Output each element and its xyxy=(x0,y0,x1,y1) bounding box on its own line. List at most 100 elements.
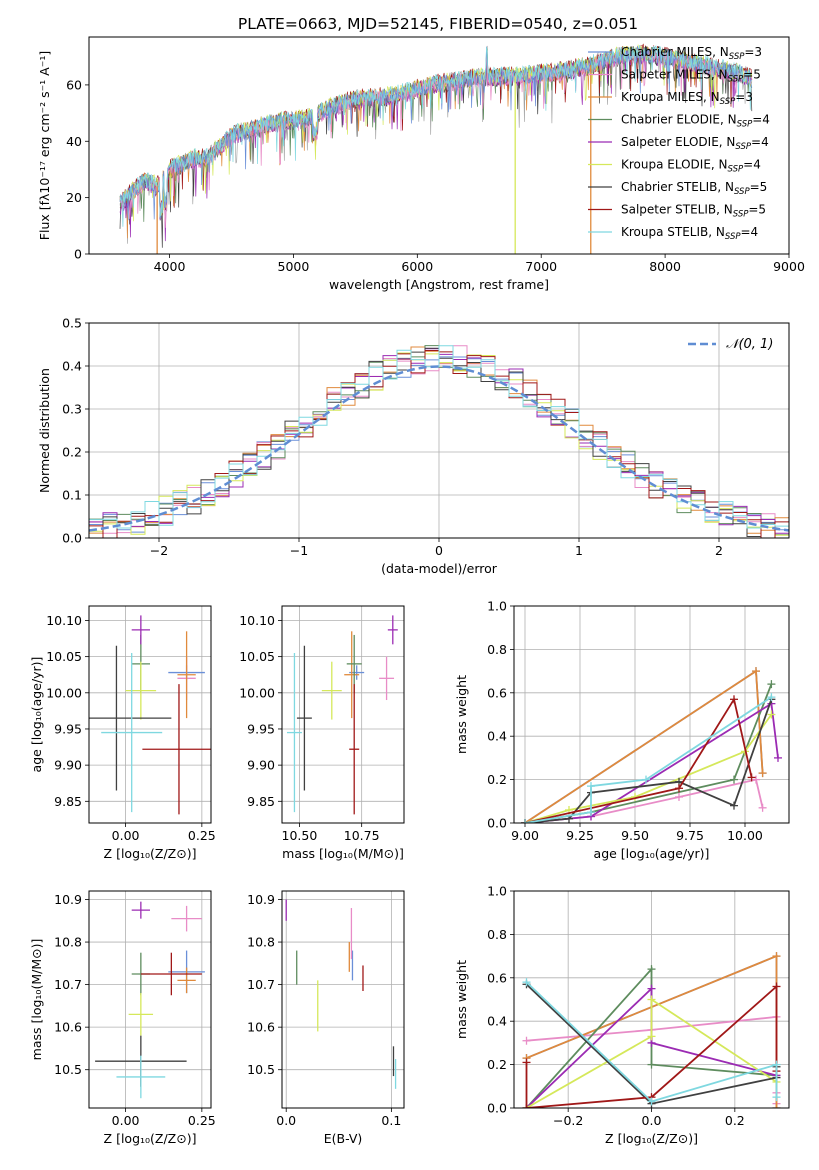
y-axis-label: Normed distribution xyxy=(37,368,52,493)
y-tick-label: 0.8 xyxy=(487,642,507,657)
plot-area xyxy=(95,901,205,1099)
weight-point-marker xyxy=(647,965,656,974)
legend-label: Kroupa MILES, NSSP=3 xyxy=(621,90,753,107)
y-tick-label: 1.0 xyxy=(487,884,507,899)
errorbar-point xyxy=(349,684,360,815)
y-tick-label: 0.4 xyxy=(487,1014,507,1029)
axes-frame xyxy=(281,890,405,1109)
plot-area xyxy=(286,615,398,815)
weight-point-marker xyxy=(752,775,760,784)
y-tick-label: 0.5 xyxy=(62,316,82,331)
axis-ticks: 4000 5000 6000 7000 8000 9000 0 20 40 60 xyxy=(66,77,805,274)
weight-point-marker xyxy=(522,1036,531,1045)
weight-point-marker xyxy=(730,775,738,784)
legend-label-sub: SSP xyxy=(734,187,750,197)
legend-label-sub: SSP xyxy=(728,75,744,85)
weight-point-marker xyxy=(772,1104,781,1108)
plot-area xyxy=(521,667,782,823)
legend-label-tail: =5 xyxy=(748,203,766,217)
legend-label: Chabrier ELODIE, NSSP=4 xyxy=(621,113,770,130)
x-tick-label: 7000 xyxy=(525,259,557,274)
legend-label-tail: =3 xyxy=(744,45,762,59)
weight-series-line xyxy=(524,699,773,823)
age-vs-metallicity-panel: 0.00 0.25 9.85 9.90 9.95 10.00 10.05 10.10 Z [lo… xyxy=(29,605,216,861)
x-tick-label: 0.25 xyxy=(188,828,216,843)
errorbar-point xyxy=(379,656,395,701)
legend-label-main: Kroupa STELIB, N xyxy=(621,225,725,239)
axes-frame xyxy=(88,605,212,824)
y-tick-label: 10.00 xyxy=(46,685,82,700)
errorbar-point xyxy=(89,645,172,791)
y-tick-label: 10.10 xyxy=(46,613,82,628)
legend-label-sub: SSP xyxy=(735,142,751,152)
x-tick-label: 8000 xyxy=(649,259,681,274)
x-tick-label: 9.75 xyxy=(676,828,704,843)
errorbar-point xyxy=(142,684,211,815)
legend-label-tail: =4 xyxy=(751,135,769,149)
y-tick-label: 0.2 xyxy=(62,445,82,460)
x-axis-label: mass [log₁₀(M/M⊙)] xyxy=(282,846,404,861)
weight-point-marker xyxy=(767,680,776,689)
x-tick-label: −2 xyxy=(150,543,168,558)
axes-frame xyxy=(281,605,405,824)
weight-point-marker xyxy=(522,1058,531,1067)
y-tick-label: 0.2 xyxy=(487,1057,507,1072)
errorbar-point xyxy=(125,661,157,720)
weight-point-marker xyxy=(521,819,529,823)
legend-label-main: Salpeter STELIB, N xyxy=(621,203,733,217)
legend-label-main: Salpeter MILES, N xyxy=(621,68,728,82)
errorbar-point xyxy=(116,1055,166,1099)
y-tick-label: 9.85 xyxy=(54,794,82,809)
grid-lines xyxy=(89,606,211,823)
x-tick-label: 5000 xyxy=(278,259,310,274)
weight-point-marker xyxy=(647,1060,656,1069)
plot-area xyxy=(89,615,211,815)
axis-ticks: 0.00 0.25 9.85 9.90 9.95 10.00 10.05 10.10 xyxy=(46,613,216,843)
weight-point-marker xyxy=(767,710,776,719)
y-tick-label: 10.7 xyxy=(54,977,82,992)
x-tick-label: 10.00 xyxy=(727,828,763,843)
y-tick-label: 10.05 xyxy=(46,649,82,664)
mass-vs-extinction-panel: 0.0 0.1 10.5 10.6 10.7 10.8 10.9 E(B-V) xyxy=(247,890,405,1146)
y-tick-label: 40 xyxy=(66,134,82,149)
weight-point-marker xyxy=(522,978,531,987)
errorbar-point xyxy=(177,967,196,994)
legend-label: 𝒩(0, 1) xyxy=(726,337,773,352)
y-tick-label: 10.8 xyxy=(247,935,275,950)
y-tick-label: 0.0 xyxy=(62,531,82,546)
legend-label-main: Salpeter ELODIE, N xyxy=(621,135,735,149)
y-tick-label: 0.0 xyxy=(487,816,507,831)
axes-frame xyxy=(513,890,790,1109)
errorbar-point xyxy=(128,993,154,1036)
legend-label-sub: SSP xyxy=(729,52,745,62)
y-tick-label: 10.00 xyxy=(239,685,275,700)
x-tick-label: 9.25 xyxy=(566,828,594,843)
legend-label-main: Kroupa MILES, N xyxy=(621,90,720,104)
grid-lines xyxy=(282,606,404,823)
legend-label: Salpeter MILES, NSSP=5 xyxy=(621,68,761,85)
x-axis-label: Z [log₁₀(Z/Z⊙)] xyxy=(605,1131,698,1146)
age-vs-mass-panel: 10.50 10.75 9.85 9.90 9.95 10.00 10.05 10.10 mas… xyxy=(239,605,405,861)
errorbar-point xyxy=(131,615,150,645)
y-axis-label: mass weight xyxy=(454,960,469,1039)
legend-label-sub: SSP xyxy=(733,210,749,220)
x-tick-label: 10.50 xyxy=(282,828,318,843)
y-tick-label: 0.2 xyxy=(487,772,507,787)
weight-point-marker xyxy=(730,695,738,704)
x-tick-label: 9.50 xyxy=(621,828,649,843)
errorbar-point xyxy=(344,631,360,719)
x-tick-label: −1 xyxy=(290,543,308,558)
weight-series-line xyxy=(525,981,778,1103)
legend-label-tail: =4 xyxy=(752,113,770,127)
legend-label: Kroupa STELIB, NSSP=4 xyxy=(621,225,758,242)
x-tick-label: 6000 xyxy=(401,259,433,274)
legend-label-tail: =5 xyxy=(750,180,768,194)
axis-ticks: 10.50 10.75 9.85 9.90 9.95 10.00 10.05 10.10 xyxy=(239,613,379,843)
errorbar-point xyxy=(346,634,362,693)
legend-label-main: Kroupa ELODIE, N xyxy=(621,158,728,172)
figure-title: PLATE=0663, MJD=52145, FIBERID=0540, z=0… xyxy=(238,15,638,33)
weight-point-marker xyxy=(522,1104,531,1108)
axis-ticks: −2 −1 0 1 2 0.0 0.1 0.2 0.3 0.4 0.5 xyxy=(62,316,723,559)
y-tick-label: 0.1 xyxy=(62,488,82,503)
